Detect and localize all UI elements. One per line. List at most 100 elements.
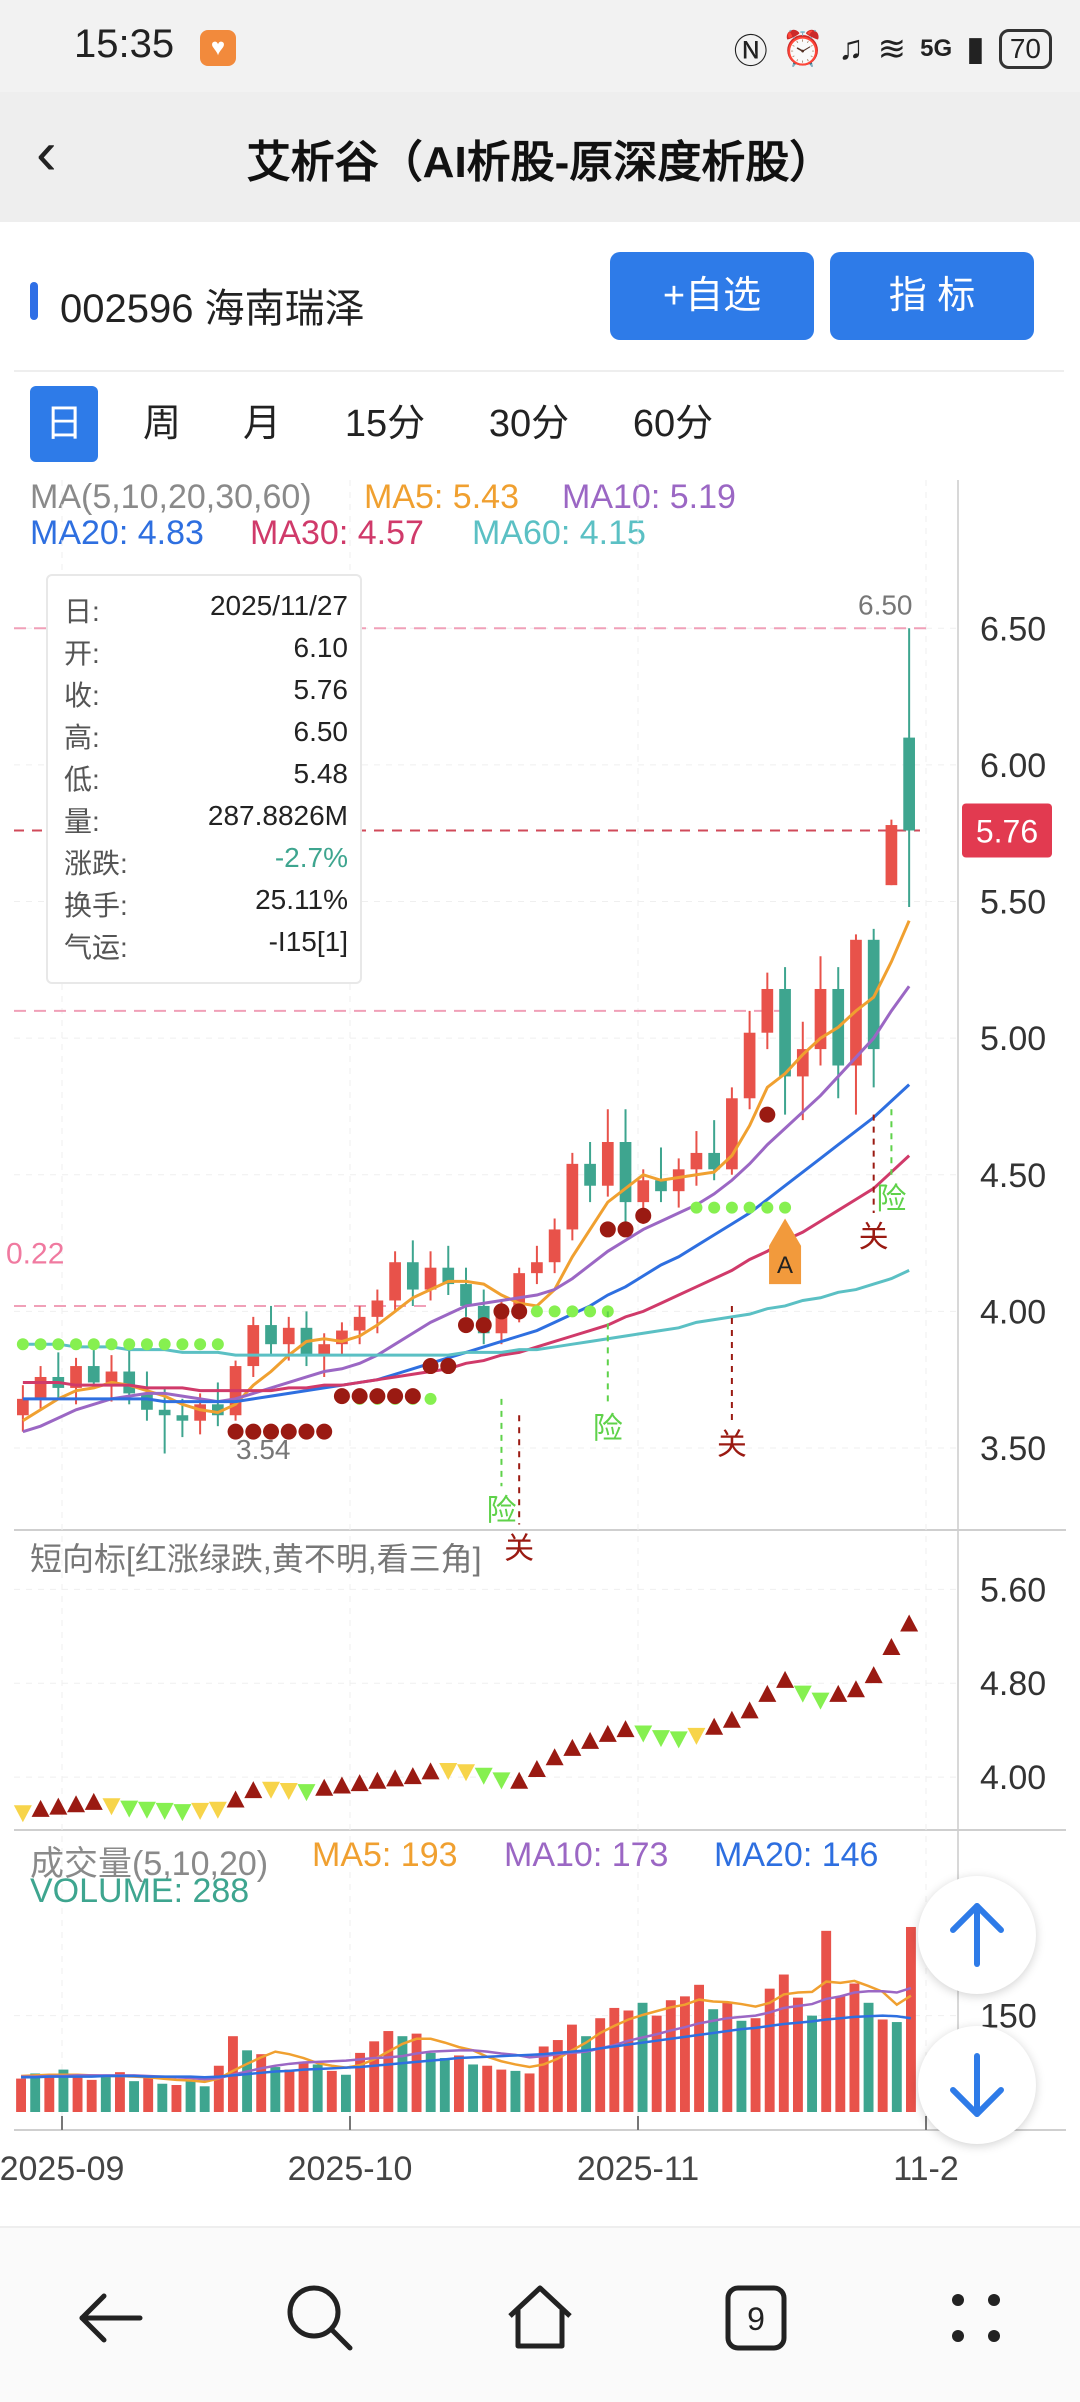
y-tick-label: 4.00 — [980, 1293, 1046, 1331]
volume-bar — [651, 2015, 662, 2112]
status-time: 15:35 — [74, 22, 175, 66]
candle — [796, 1049, 809, 1077]
ma-line-ma10 — [22, 985, 911, 1434]
indicator-triangle — [793, 1685, 812, 1703]
tab-15min[interactable]: 15分 — [344, 403, 426, 445]
vol-ma5-legend: MA5: 193 — [312, 1836, 458, 1874]
info-row-date: 日: 2025/11/27 — [64, 590, 348, 627]
page-title: 艾析谷（AI析股-原深度析股） — [246, 138, 834, 187]
candle — [318, 1344, 331, 1356]
volume-legend: VOLUME: 288 — [30, 1872, 250, 1910]
indicator-triangle — [776, 1670, 795, 1688]
signal-dot-red — [440, 1358, 457, 1375]
indicator-triangle — [758, 1684, 777, 1702]
volume-bar — [44, 2074, 55, 2112]
candle — [672, 1169, 685, 1192]
add-watchlist-button[interactable]: +自选 — [610, 252, 814, 340]
stock-chart[interactable]: 3.50 4.00 4.50 5.00 5.50 6.00 6.50 4.00 4.80 5.60… — [0, 0, 1080, 2226]
divider — [14, 370, 1064, 372]
x-tick-label: 2025-11 — [577, 2150, 699, 2188]
volume-bar — [496, 2069, 507, 2112]
indicator-triangle — [811, 1692, 830, 1710]
candle — [637, 1180, 650, 1203]
indicator-triangle — [244, 1781, 263, 1799]
indicator-triangle — [829, 1684, 848, 1702]
volume-bar — [595, 2018, 606, 2112]
menu-dots-icon[interactable] — [936, 2278, 1016, 2358]
tab-day[interactable]: 日 — [30, 386, 98, 462]
indicator-triangle — [262, 1781, 281, 1799]
scroll-down-button[interactable] — [918, 2026, 1036, 2144]
volume-bar — [100, 2074, 111, 2112]
volume-bar — [849, 1983, 860, 2112]
tab-month[interactable]: 月 — [242, 403, 281, 445]
signal-dot-green — [140, 1338, 153, 1351]
tab-week[interactable]: 周 — [142, 403, 181, 445]
home-icon[interactable] — [500, 2276, 580, 2356]
indicator-triangle — [368, 1771, 387, 1789]
indicator-triangle — [120, 1800, 139, 1818]
price-tag — [962, 803, 1052, 858]
volume-bar — [340, 2074, 351, 2112]
y-tick-label: 5.00 — [980, 1020, 1046, 1058]
signal-dot-red — [316, 1423, 333, 1440]
indicator-triangle — [492, 1772, 511, 1790]
signal-label: 险 — [486, 1494, 516, 1527]
ma5-legend: MA5: 5.43 — [364, 478, 519, 516]
signal-dot-green — [725, 1201, 738, 1214]
indicator-triangle — [49, 1797, 68, 1815]
volume-bar — [298, 2061, 309, 2112]
search-icon[interactable] — [280, 2278, 360, 2358]
indicator-triangle — [84, 1792, 103, 1810]
indicator-triangle — [421, 1762, 440, 1780]
volume-bar — [694, 1984, 705, 2112]
indicator-triangle — [155, 1802, 174, 1820]
title-bar — [0, 92, 1080, 222]
tab-30min[interactable]: 30分 — [488, 403, 570, 445]
a-marker-label: A — [777, 1252, 793, 1279]
signal-dot-red — [759, 1106, 776, 1123]
indicator-button[interactable]: 指 标 — [830, 252, 1034, 340]
signal-icon: ▮ — [966, 29, 985, 68]
volume-bar — [566, 2024, 577, 2112]
signal-dot-red — [333, 1388, 350, 1405]
volume-legend-title: 成交量(5,10,20) — [30, 1845, 269, 1883]
signal-dot-red — [263, 1423, 280, 1440]
back-chevron-icon[interactable]: ‹ — [36, 119, 57, 188]
volume-bar — [524, 2073, 535, 2112]
info-row-volume: 量: 287.8826M — [64, 800, 348, 837]
tabs-count-icon[interactable]: 9 — [716, 2278, 796, 2358]
info-row-change: 涨跌: -2.7% — [64, 842, 348, 879]
volume-bar — [157, 2083, 168, 2112]
candle — [566, 1163, 579, 1230]
ma-legend-title: MA(5,10,20,30,60) — [30, 478, 312, 516]
y-tick-label: 6.00 — [980, 747, 1046, 785]
indicator-y-tick-label: 4.80 — [980, 1665, 1046, 1703]
info-row-turnover: 换手: 25.11% — [64, 884, 348, 921]
signal-dot-red — [599, 1221, 616, 1238]
indicator-triangle — [616, 1720, 635, 1738]
candle — [495, 1311, 508, 1334]
volume-bar — [171, 2085, 182, 2112]
ma10-legend: MA10: 5.19 — [562, 478, 736, 516]
candle — [424, 1267, 437, 1290]
volume-bar — [835, 1996, 846, 2112]
short-indicator-title: 短向标[红涨绿跌,黄不明,看三角] — [30, 1541, 482, 1577]
candle — [619, 1142, 632, 1203]
candle — [406, 1262, 419, 1290]
signal-dot-green — [176, 1338, 189, 1351]
signal-dot-green — [16, 1338, 29, 1351]
candle — [850, 939, 862, 1066]
scroll-up-button[interactable] — [918, 1876, 1036, 1994]
bottom-navigation: 9 — [0, 2226, 1080, 2402]
tab-60min[interactable]: 60分 — [632, 403, 714, 445]
volume-bar — [411, 2033, 422, 2112]
candle — [17, 1398, 29, 1416]
indicator-y-tick-label: 4.00 — [980, 1759, 1046, 1797]
info-row-low: 低: 5.48 — [64, 758, 348, 795]
volume-bar — [468, 2064, 479, 2112]
signal-dot-green — [87, 1338, 100, 1351]
back-arrow-icon[interactable] — [70, 2278, 150, 2358]
svg-text:9: 9 — [747, 2301, 765, 2337]
indicator-triangle — [208, 1801, 227, 1819]
